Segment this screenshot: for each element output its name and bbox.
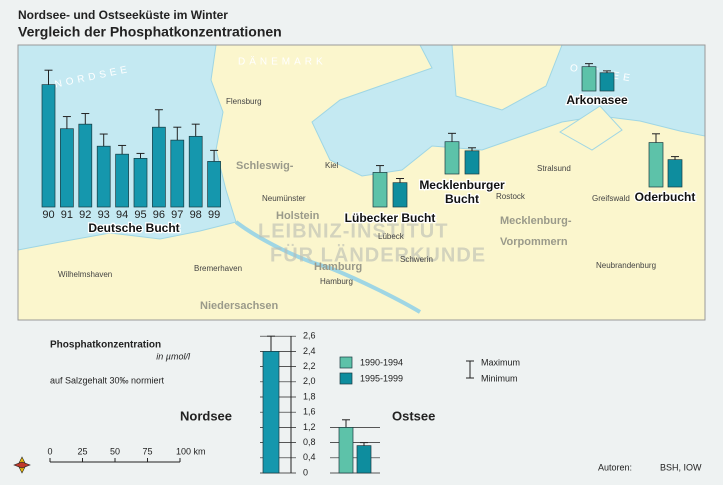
y-tick-label: 2,6 [303, 331, 316, 341]
bar [444, 141, 460, 175]
y-tick-label: 0,8 [303, 437, 316, 447]
reference-legend: Phosphatkonzentration in µmol/l auf Salz… [13, 340, 702, 474]
bar [372, 172, 388, 208]
place-label: Bremerhaven [194, 264, 242, 273]
bar [464, 150, 480, 175]
x-tick-label: 94 [116, 209, 128, 221]
bar [170, 139, 185, 208]
scale-label: 50 [110, 446, 120, 456]
region-name: Lübecker Bucht [345, 211, 436, 225]
subtitle: Vergleich der Phosphatkonzentrationen [18, 24, 282, 40]
north-arrow [13, 456, 31, 474]
region-name: Deutsche Bucht [88, 221, 179, 235]
bar [60, 128, 74, 208]
x-tick-label: 98 [190, 209, 202, 221]
unit: in µmol/l [156, 351, 191, 361]
x-tick-label: 90 [42, 209, 54, 221]
bar [152, 126, 166, 208]
place-label: Rostock [496, 192, 526, 201]
y-tick-label: 0,4 [303, 452, 316, 462]
place-label: Lübeck [378, 232, 405, 241]
y-tick-label: 0 [303, 467, 308, 477]
place-label: Kiel [325, 161, 339, 170]
island [559, 105, 623, 151]
bar [667, 159, 683, 188]
map-frame [17, 44, 706, 321]
legend-swatch [339, 356, 353, 369]
y-tick-label: 1,2 [303, 422, 316, 432]
x-tick-label: 97 [171, 209, 183, 221]
place-label: Greifswald [592, 194, 630, 203]
bar [133, 158, 148, 208]
river [234, 220, 422, 314]
region-name: Oderbucht [635, 190, 696, 204]
bar [648, 142, 664, 188]
place-label: Hamburg [320, 277, 353, 286]
scale-label: 0 [47, 446, 52, 456]
scale-label: 100 km [176, 446, 206, 456]
bar [188, 135, 203, 208]
scale-label: 75 [142, 446, 152, 456]
y-tick-label: 1,8 [303, 391, 316, 401]
region-label: Holstein [276, 210, 320, 222]
country-label: DÄNEMARK [238, 56, 327, 68]
region-label: Schleswig- [236, 160, 294, 172]
y-tick-label: 1,6 [303, 407, 316, 417]
nordsee-label: Nordsee [180, 408, 232, 423]
x-tick-label: 93 [98, 209, 110, 221]
place-label: Neumünster [262, 194, 306, 203]
place-label: Schwerin [400, 255, 433, 264]
region-label: Mecklenburg- [500, 215, 572, 227]
place-label: Flensburg [226, 97, 262, 106]
bar [581, 66, 597, 92]
bar [207, 161, 221, 208]
bar [96, 145, 111, 208]
bar [115, 153, 129, 208]
authors-label: Autoren: [598, 462, 632, 472]
ostsee-label: Ostsee [392, 408, 435, 423]
scale-label: 25 [77, 446, 87, 456]
region-label: Hamburg [314, 261, 362, 273]
y-tick-label: 2,4 [303, 346, 316, 356]
region-label: Niedersachsen [200, 300, 279, 312]
bar [356, 445, 372, 474]
bar [78, 123, 93, 208]
x-tick-label: 96 [153, 209, 165, 221]
watermark: FÜR LÄNDERKUNDE [270, 243, 486, 266]
note: auf Salzgehalt 30‰ normiert [50, 375, 165, 385]
legend-label: 1990-1994 [360, 357, 403, 367]
y-tick-label: 2,2 [303, 361, 316, 371]
legend-maximum: Maximum [481, 357, 520, 367]
watermark: LEIBNIZ-INSTITUT [258, 220, 448, 242]
bar [338, 427, 354, 474]
bar [41, 84, 56, 208]
place-label: Wilhelmshaven [58, 270, 112, 279]
region-name: Bucht [445, 192, 479, 206]
legend-swatch [339, 372, 353, 385]
bar [392, 182, 408, 208]
legend-minimum: Minimum [481, 373, 518, 383]
region-name: Mecklenburger [419, 178, 505, 192]
y-tick-label: 2,0 [303, 376, 316, 386]
legend-label: 1995-1999 [360, 373, 403, 383]
authors: BSH, IOW [660, 462, 702, 472]
x-tick-label: 92 [79, 209, 91, 221]
x-tick-label: 99 [208, 209, 220, 221]
title: Nordsee- und Ostseeküste im Winter [18, 8, 228, 22]
bar [262, 351, 280, 474]
place-label: Stralsund [537, 164, 571, 173]
bar [599, 72, 615, 92]
region-label: Vorpommern [500, 236, 568, 248]
x-tick-label: 95 [134, 209, 146, 221]
place-label: Neubrandenburg [596, 261, 656, 270]
region-name: Arkonasee [566, 93, 628, 107]
land [17, 44, 706, 321]
reference-title: Phosphatkonzentration [50, 340, 161, 351]
x-tick-label: 91 [61, 209, 73, 221]
